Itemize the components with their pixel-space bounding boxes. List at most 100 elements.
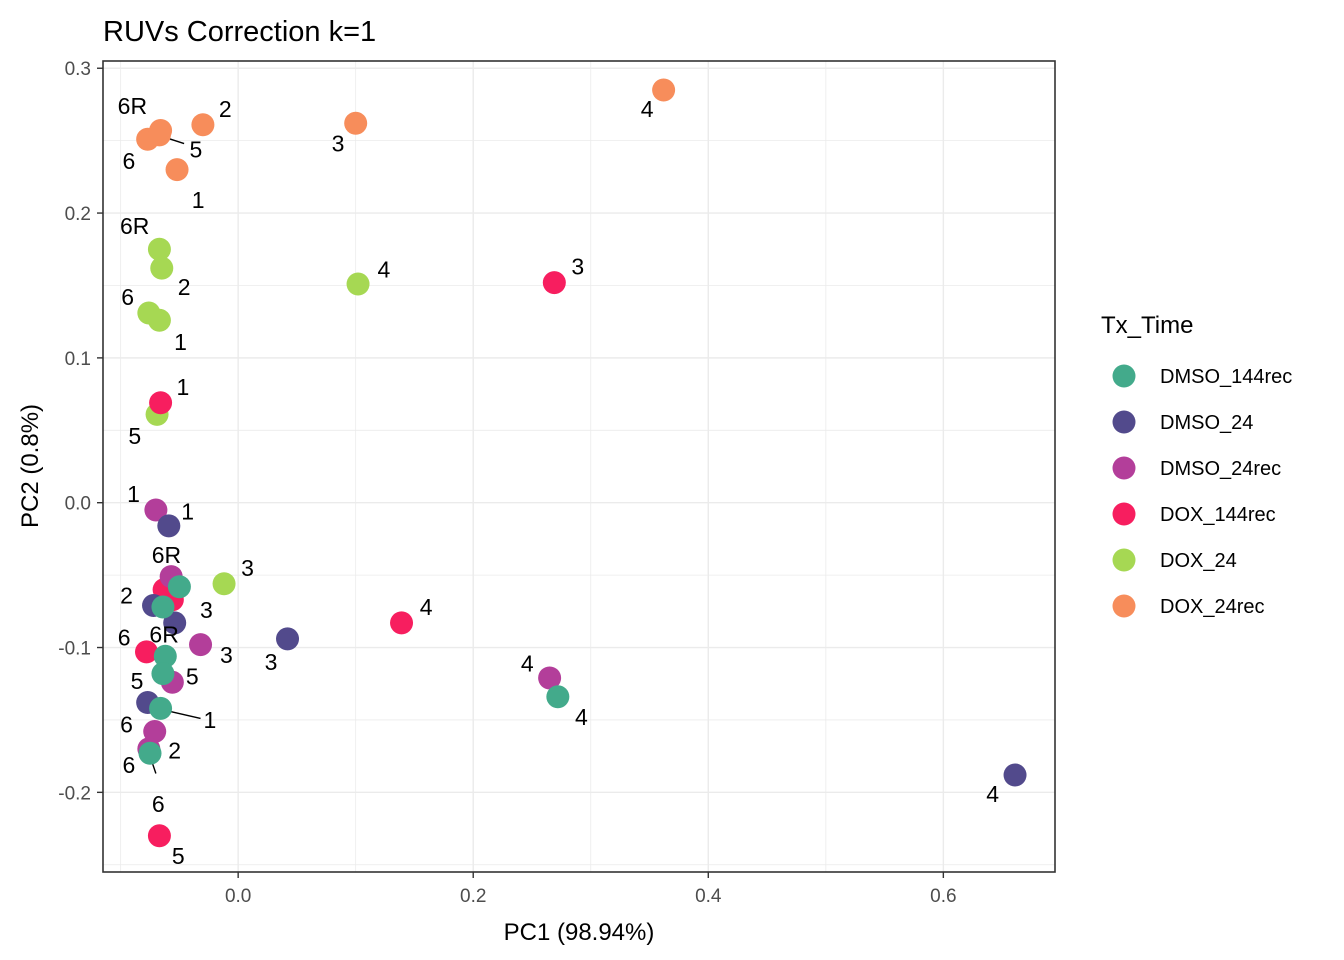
point-label: 3 xyxy=(220,642,233,668)
point-label: 3 xyxy=(332,131,345,157)
data-point xyxy=(542,271,566,295)
data-point xyxy=(1003,763,1027,787)
point-label: 5 xyxy=(172,843,185,869)
point-label: 6R xyxy=(149,621,178,647)
data-point xyxy=(276,627,300,651)
point-label: 4 xyxy=(378,257,391,283)
point-label: 5 xyxy=(189,136,202,162)
point-label: 3 xyxy=(265,649,278,675)
x-tick-label: 0.2 xyxy=(460,886,486,907)
point-label: 1 xyxy=(192,187,205,213)
data-point xyxy=(546,685,570,709)
data-point xyxy=(163,611,187,635)
x-tick-label: 0.6 xyxy=(930,886,956,907)
data-point xyxy=(390,611,414,635)
data-point xyxy=(157,514,181,538)
data-point xyxy=(167,575,191,599)
x-tick-label: 0.4 xyxy=(695,886,722,907)
data-point xyxy=(143,720,167,744)
point-label: 2 xyxy=(178,274,191,300)
data-point xyxy=(134,640,158,664)
data-point xyxy=(151,662,175,686)
legend-key xyxy=(1112,456,1136,480)
data-point xyxy=(147,824,171,848)
point-label: 1 xyxy=(127,481,140,507)
data-point xyxy=(652,78,676,102)
legend: Tx_Time DMSO_144rec DMSO_24 DMSO_24rec DOX_… xyxy=(1101,312,1292,618)
data-points xyxy=(134,78,1027,848)
data-point xyxy=(346,272,370,296)
data-point xyxy=(344,111,368,135)
point-label: 2 xyxy=(120,582,133,608)
point-label: 6R xyxy=(120,213,149,239)
plot-border xyxy=(102,60,1056,873)
legend-label: DOX_24rec xyxy=(1160,596,1265,618)
y-tick-label: 0.0 xyxy=(65,494,91,515)
data-point xyxy=(147,123,171,147)
point-label: 6 xyxy=(121,284,134,310)
point-label: 1 xyxy=(181,498,194,524)
data-point xyxy=(147,237,171,261)
legend-key xyxy=(1112,364,1136,388)
point-label: 4 xyxy=(521,650,534,676)
point-label: 6 xyxy=(152,791,165,817)
point-label: 5 xyxy=(186,663,199,689)
point-label: 6 xyxy=(118,624,131,650)
point-label: 5 xyxy=(128,423,141,449)
point-label: 4 xyxy=(575,704,588,730)
y-tick-label: 0.3 xyxy=(65,59,91,80)
y-tick-label: 0.2 xyxy=(65,204,91,225)
data-point xyxy=(147,308,171,332)
data-point xyxy=(149,391,173,415)
x-axis-title: PC1 (98.94%) xyxy=(504,919,655,946)
legend-label: DOX_144rec xyxy=(1160,504,1276,526)
legend-key xyxy=(1112,502,1136,526)
data-point xyxy=(538,666,562,690)
grid-lines xyxy=(103,61,1055,872)
point-label: 6 xyxy=(122,752,135,778)
y-tick-label: -0.2 xyxy=(58,783,91,804)
chart-title: RUVs Correction k=1 xyxy=(103,16,376,48)
point-label: 6 xyxy=(120,711,133,737)
point-label: 3 xyxy=(200,597,213,623)
legend-label: DMSO_144rec xyxy=(1160,366,1292,388)
legend-title: Tx_Time xyxy=(1101,312,1193,339)
data-point xyxy=(149,696,173,720)
point-label: 1 xyxy=(174,329,187,355)
legend-key xyxy=(1112,594,1136,618)
point-label: 6 xyxy=(122,148,135,174)
point-label: 4 xyxy=(986,781,999,807)
legend-label: DOX_24 xyxy=(1160,550,1237,572)
legend-label: DMSO_24rec xyxy=(1160,458,1281,480)
data-point xyxy=(153,644,177,668)
y-axis-title: PC2 (0.8%) xyxy=(17,404,44,528)
data-point xyxy=(150,256,174,280)
data-point xyxy=(191,113,215,137)
data-point xyxy=(212,572,236,596)
point-label: 2 xyxy=(219,96,232,122)
x-axis: 0.0 0.2 0.4 0.6 xyxy=(225,872,957,907)
point-label: 3 xyxy=(241,555,254,581)
y-axis: -0.2 -0.1 0.0 0.1 0.2 0.3 xyxy=(58,59,103,804)
data-point xyxy=(165,158,189,182)
plot-panel xyxy=(103,61,1055,872)
point-label: 4 xyxy=(420,594,433,620)
y-tick-label: 0.1 xyxy=(65,349,91,370)
point-label: 6R xyxy=(152,542,181,568)
point-label: 1 xyxy=(204,707,217,733)
y-tick-label: -0.1 xyxy=(58,639,91,660)
point-label: 1 xyxy=(177,374,190,400)
data-point xyxy=(144,498,168,522)
point-label: 6R xyxy=(118,93,147,119)
point-label: 2 xyxy=(168,737,181,763)
legend-key xyxy=(1112,410,1136,434)
data-point xyxy=(151,595,175,619)
point-label: 4 xyxy=(641,96,654,122)
data-point xyxy=(189,633,213,657)
legend-label: DMSO_24 xyxy=(1160,412,1253,434)
legend-key xyxy=(1112,548,1136,572)
x-tick-label: 0.0 xyxy=(225,886,251,907)
